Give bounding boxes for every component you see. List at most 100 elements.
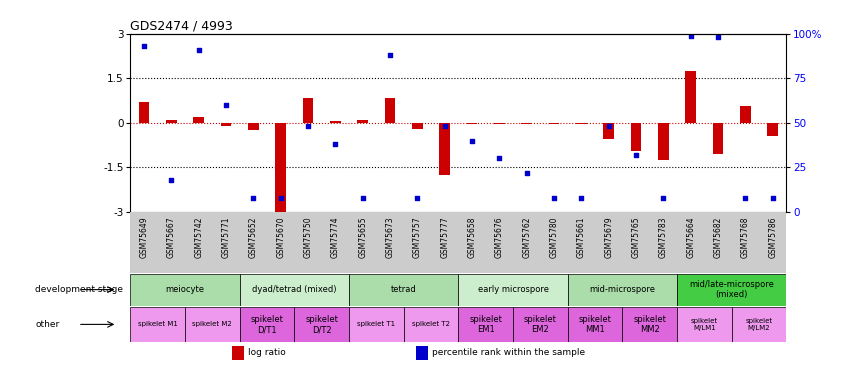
Bar (467, 123, 478, 124)
Bar (740, 106, 751, 123)
Text: mid/late-microspore
(mixed): mid/late-microspore (mixed) (690, 280, 774, 299)
Point (602, 123, 616, 129)
Text: spikelet
M/LM2: spikelet M/LM2 (745, 318, 773, 331)
Text: spikelet
EM1: spikelet EM1 (469, 315, 502, 334)
Point (192, 47, 205, 53)
Point (220, 102, 233, 108)
Point (165, 177, 178, 183)
Text: other: other (35, 320, 60, 329)
Text: GSM75670: GSM75670 (276, 217, 285, 258)
Point (274, 195, 288, 201)
Text: early microspore: early microspore (478, 285, 548, 294)
Text: GSM75658: GSM75658 (468, 217, 477, 258)
Text: GSM75780: GSM75780 (549, 217, 558, 258)
Point (547, 195, 561, 201)
Bar (130, 274, 240, 306)
Bar (357, 120, 368, 123)
Bar (139, 102, 150, 123)
Bar (232, 346, 244, 360)
Bar (275, 123, 286, 212)
Point (738, 195, 752, 201)
Text: spikelet M1: spikelet M1 (138, 321, 177, 327)
Bar (349, 307, 404, 342)
Text: GSM75777: GSM75777 (440, 217, 449, 258)
Text: GSM75649: GSM75649 (140, 217, 149, 258)
Point (574, 195, 588, 201)
Bar (576, 123, 587, 124)
Text: spikelet T1: spikelet T1 (357, 321, 395, 327)
Bar (494, 123, 505, 124)
Bar (548, 123, 559, 124)
Bar (568, 307, 622, 342)
Text: log ratio: log ratio (248, 348, 286, 357)
Bar (240, 307, 294, 342)
Text: GSM75673: GSM75673 (385, 217, 394, 258)
Bar (458, 307, 513, 342)
Text: spikelet M2: spikelet M2 (193, 321, 232, 327)
Bar (130, 307, 185, 342)
Bar (294, 307, 349, 342)
Point (520, 170, 533, 176)
Bar (458, 274, 568, 306)
Text: spikelet
D/T2: spikelet D/T2 (305, 315, 338, 334)
Text: GSM75667: GSM75667 (167, 217, 176, 258)
Text: spikelet T2: spikelet T2 (412, 321, 450, 327)
Point (383, 52, 397, 58)
Bar (521, 123, 532, 124)
Text: GSM75679: GSM75679 (604, 217, 613, 258)
Point (410, 195, 424, 201)
Bar (185, 307, 240, 342)
Text: GSM75676: GSM75676 (495, 217, 504, 258)
Text: GSM75750: GSM75750 (304, 217, 313, 258)
Bar (513, 307, 568, 342)
Bar (631, 123, 642, 151)
Bar (248, 123, 259, 130)
Bar (677, 274, 786, 306)
Bar (193, 117, 204, 123)
Text: spikelet
D/T1: spikelet D/T1 (251, 315, 283, 334)
Bar (404, 307, 458, 342)
Bar (568, 274, 677, 306)
Text: GSM75762: GSM75762 (522, 217, 532, 258)
Text: mid-microspore: mid-microspore (590, 285, 655, 294)
Bar (303, 98, 314, 123)
Point (246, 195, 260, 201)
Bar (349, 274, 458, 306)
Bar (712, 123, 723, 154)
Text: tetrad: tetrad (391, 285, 416, 294)
Text: percentile rank within the sample: percentile rank within the sample (432, 348, 585, 357)
Point (329, 141, 342, 147)
Text: dyad/tetrad (mixed): dyad/tetrad (mixed) (252, 285, 336, 294)
Text: spikelet
M/LM1: spikelet M/LM1 (690, 318, 718, 331)
Text: development stage: development stage (35, 285, 124, 294)
Bar (603, 123, 614, 139)
Text: GSM75783: GSM75783 (659, 217, 668, 258)
Text: GSM75774: GSM75774 (331, 217, 340, 258)
Point (629, 152, 643, 158)
Point (438, 123, 452, 129)
Text: spikelet
MM1: spikelet MM1 (579, 315, 611, 334)
Bar (622, 307, 677, 342)
Point (137, 43, 151, 49)
Bar (767, 123, 778, 136)
Point (301, 123, 315, 129)
Text: GSM75742: GSM75742 (194, 217, 204, 258)
Text: spikelet
EM2: spikelet EM2 (524, 315, 557, 334)
Bar (412, 123, 423, 129)
Text: meiocyte: meiocyte (166, 285, 204, 294)
Text: GSM75757: GSM75757 (413, 217, 422, 258)
Bar (415, 346, 427, 360)
Bar (384, 98, 395, 123)
Text: GSM75768: GSM75768 (741, 217, 750, 258)
Point (657, 195, 670, 201)
Point (465, 138, 479, 144)
Text: GDS2474 / 4993: GDS2474 / 4993 (130, 20, 233, 33)
Text: GSM75765: GSM75765 (632, 217, 641, 258)
Point (684, 33, 697, 39)
Bar (677, 307, 732, 342)
Bar (166, 120, 177, 123)
Point (766, 195, 780, 201)
Point (711, 34, 725, 40)
Text: GSM75682: GSM75682 (713, 217, 722, 258)
Text: GSM75652: GSM75652 (249, 217, 258, 258)
